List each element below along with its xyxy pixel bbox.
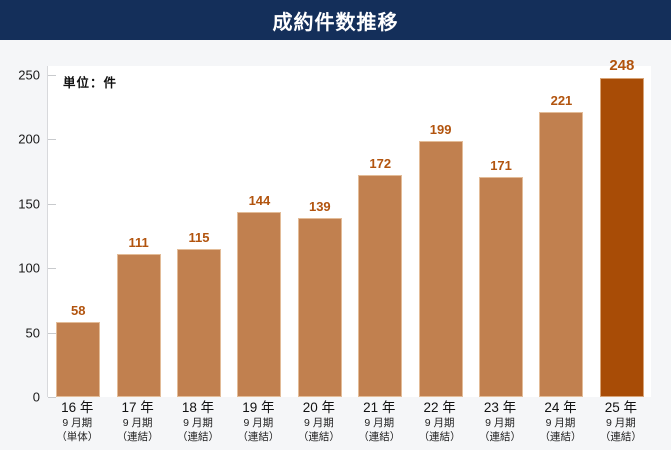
x-label-period: 9 月期 [485, 416, 515, 429]
y-tick-label: 200 [18, 131, 40, 147]
x-label-note: （連結） [358, 430, 401, 443]
x-label-year: 20 年 [302, 400, 335, 415]
x-label-period: 9 月期 [545, 416, 576, 429]
bar-slot: 199 [410, 66, 470, 397]
x-label-note: （連結） [599, 430, 642, 443]
chart-title: 成約件数推移 [272, 11, 399, 34]
chart-header: 成約件数推移 [0, 0, 671, 40]
bar [297, 217, 342, 397]
x-label-year: 18 年 [181, 400, 215, 415]
x-label-period: 9 月期 [605, 416, 636, 429]
bar [56, 322, 101, 397]
bar [358, 175, 403, 397]
x-label-period: 9 月期 [62, 416, 93, 429]
bar-slot: 139 [290, 66, 350, 397]
x-label-period: 9 月期 [183, 416, 213, 429]
x-label-note: （連結） [297, 430, 340, 443]
bar-slot: 111 [108, 66, 168, 397]
x-label-period: 9 月期 [364, 416, 395, 429]
y-tick-label: 50 [25, 325, 40, 341]
x-label-note: （連結） [177, 430, 220, 443]
bar-value-label: 111 [128, 235, 149, 251]
bar-slot: 58 [48, 66, 108, 397]
bar-slot: 171 [471, 66, 531, 397]
bar-slot: 221 [531, 66, 591, 397]
x-label-year: 21 年 [363, 400, 396, 415]
x-label-year: 16 年 [61, 400, 94, 415]
bar [237, 211, 282, 397]
x-label-note: （単体） [56, 430, 99, 443]
x-label-year: 25 年 [604, 400, 637, 415]
y-tick-mark [48, 75, 56, 76]
x-label-note: （連結） [479, 430, 522, 443]
y-tick-label: 100 [18, 260, 40, 276]
y-tick-mark [48, 139, 56, 141]
x-label-period: 9 月期 [424, 416, 455, 429]
plot-area: 単位：件 58 111 115 144 139 172 199 171 221 248 [47, 57, 652, 398]
y-tick-label: 0 [32, 389, 40, 405]
bar-value-label: 172 [369, 156, 392, 172]
unit-label: 単位：件 [63, 76, 118, 90]
x-label-year: 19 年 [242, 400, 275, 415]
bars-container: 58 111 115 144 139 172 199 171 221 248 [48, 57, 652, 397]
bar-value-label: 221 [550, 93, 573, 109]
bar-value-label: 171 [490, 157, 512, 173]
bar-value-label: 248 [609, 56, 635, 74]
bar-value-label: 139 [308, 198, 331, 214]
bar-value-label: 144 [248, 192, 271, 208]
bar [177, 248, 222, 397]
bar-highlight [599, 77, 644, 397]
bar-slot: 144 [229, 66, 289, 397]
x-label-note: （連結） [116, 430, 159, 443]
y-tick-label: 250 [18, 67, 40, 83]
bar [479, 176, 524, 397]
x-label-year: 24 年 [544, 400, 577, 415]
bar-value-label: 115 [188, 229, 210, 245]
y-tick-label: 150 [18, 196, 40, 212]
bar [418, 140, 463, 397]
y-tick-mark [48, 268, 56, 270]
bar [116, 254, 161, 397]
x-label-period: 9 月期 [243, 416, 274, 429]
bar [539, 112, 584, 397]
y-tick-mark [48, 397, 56, 398]
x-label-year: 23 年 [483, 400, 517, 415]
bar-value-label: 58 [70, 303, 86, 319]
bar-slot: 115 [169, 66, 229, 397]
x-label-note: （連結） [418, 430, 461, 443]
bar-value-label: 199 [429, 121, 452, 137]
y-tick-mark [48, 203, 56, 205]
x-label-year: 17 年 [121, 400, 154, 415]
x-label-note: （連結） [237, 430, 280, 443]
y-tick-mark [48, 332, 56, 334]
bar-slot: 248 [592, 57, 652, 397]
bar-slot: 172 [350, 66, 410, 397]
x-label-period: 9 月期 [303, 416, 334, 429]
x-label-period: 9 月期 [122, 416, 153, 429]
x-label-note: （連結） [539, 430, 582, 443]
x-label-year: 22 年 [423, 400, 456, 415]
